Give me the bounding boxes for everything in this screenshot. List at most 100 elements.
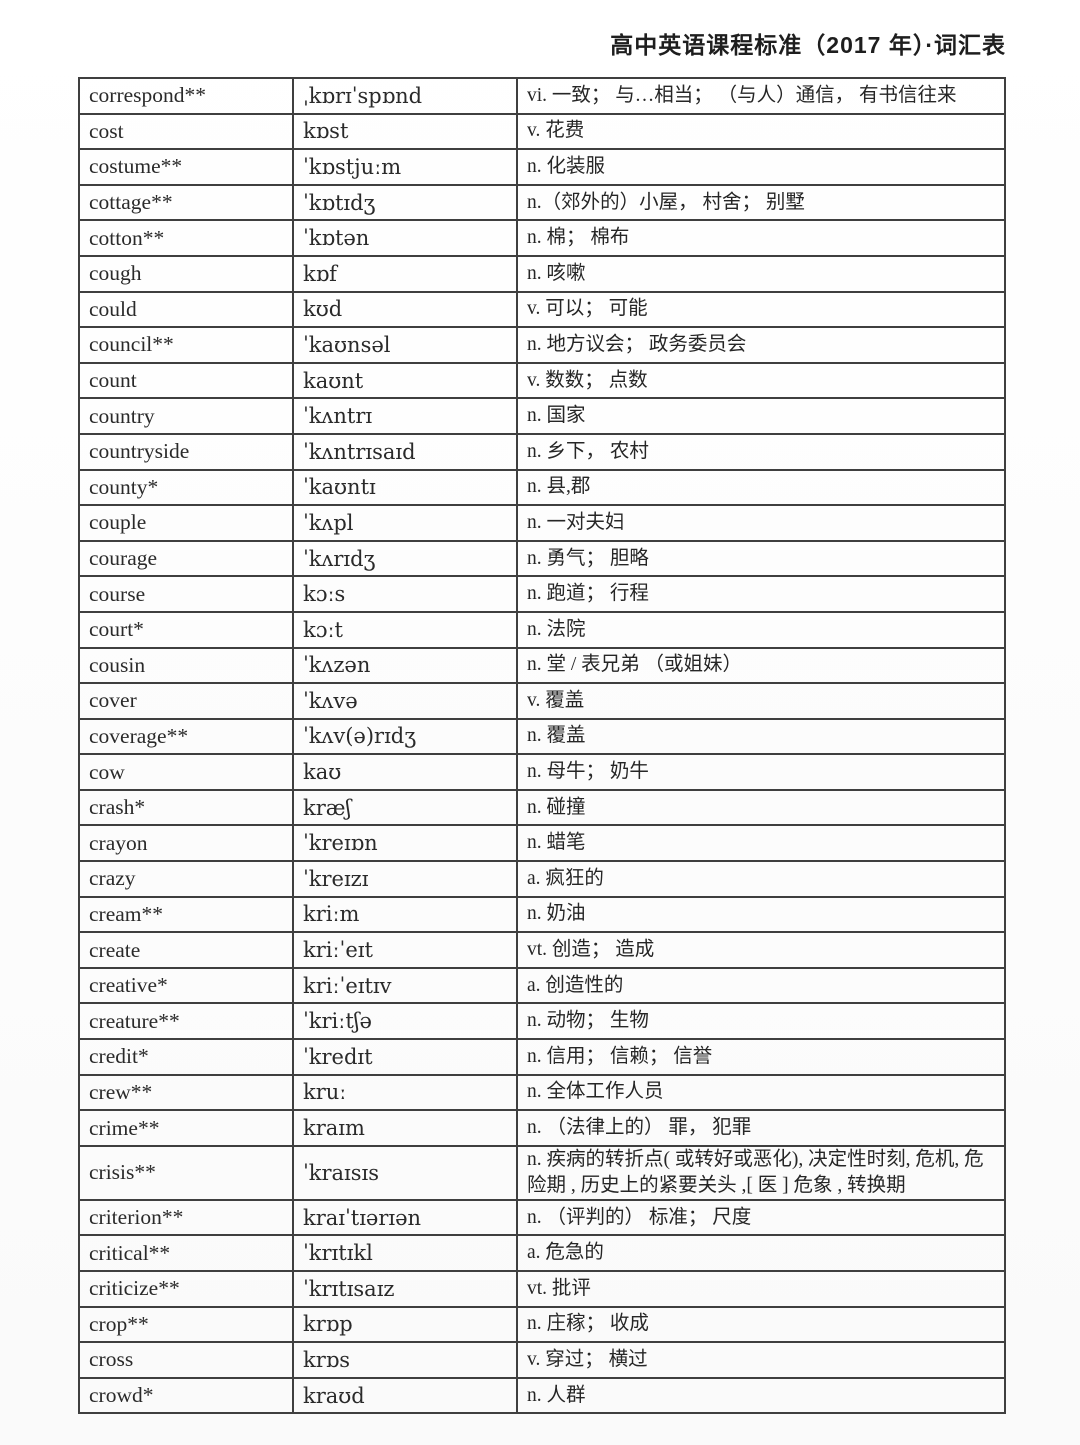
table-row: courage ˈkʌrɪdʒ n. 勇气； 胆略 bbox=[78, 539, 1006, 578]
table-row: crop** krɒp n. 庄稼； 收成 bbox=[78, 1305, 1006, 1344]
word-cell: credit* bbox=[78, 1038, 294, 1076]
word-cell: critical** bbox=[78, 1234, 294, 1272]
phonetic-cell: ˈkʌzən bbox=[292, 646, 518, 685]
definition-cell: n. 棉； 棉布 bbox=[516, 219, 1006, 257]
phonetic-cell: ˈkʌv(ə)rɪdʒ bbox=[292, 717, 518, 756]
definition-cell: n. 化装服 bbox=[516, 148, 1006, 186]
table-row: country ˈkʌntrɪ n. 国家 bbox=[78, 397, 1006, 435]
phonetic-cell: kaʊnt bbox=[292, 361, 518, 400]
word-cell: creature** bbox=[78, 1002, 294, 1041]
definition-cell: n. 咳嗽 bbox=[516, 254, 1006, 293]
table-row: cotton** ˈkɒtən n. 棉； 棉布 bbox=[78, 219, 1006, 257]
word-cell: count bbox=[78, 361, 294, 400]
definition-cell: n. 乡下， 农村 bbox=[516, 432, 1006, 471]
word-cell: cost bbox=[78, 112, 294, 151]
table-row: creature** ˈkriːtʃə n. 动物； 生物 bbox=[78, 1002, 1006, 1041]
phonetic-cell: ˈkʌntrɪsaɪd bbox=[292, 432, 518, 471]
table-row: criticize** ˈkrɪtɪsaɪz vt. 批评 bbox=[78, 1270, 1006, 1308]
word-cell: couple bbox=[78, 504, 294, 542]
definition-cell: n. 跑道； 行程 bbox=[516, 575, 1006, 613]
table-row: cow kaʊ n. 母牛； 奶牛 bbox=[78, 753, 1006, 791]
vocab-table-body: correspond** ˌkɒrɪˈspɒnd vi. 一致； 与…相当； （与人… bbox=[78, 77, 1006, 1415]
definition-cell: n. 碰撞 bbox=[516, 788, 1006, 827]
definition-cell: a. 疯狂的 bbox=[516, 860, 1006, 898]
phonetic-cell: kriːˈeɪt bbox=[292, 931, 518, 969]
table-row: costume** ˈkɒstjuːm n. 化装服 bbox=[78, 148, 1006, 186]
word-cell: crazy bbox=[78, 860, 294, 898]
table-row: cottage** ˈkɒtɪdʒ n.（郊外的）小屋， 村舍； 别墅 bbox=[78, 183, 1006, 222]
definition-cell: n. 法院 bbox=[516, 610, 1006, 649]
table-row: criterion** kraɪˈtɪərɪən n. （评判的） 标准； 尺度 bbox=[78, 1198, 1006, 1237]
definition-cell: n. 母牛； 奶牛 bbox=[516, 753, 1006, 791]
word-cell: create bbox=[78, 931, 294, 969]
phonetic-cell: kraʊd bbox=[292, 1376, 518, 1415]
table-row: crowd* kraʊd n. 人群 bbox=[78, 1376, 1006, 1415]
table-row: crew** kruː n. 全体工作人员 bbox=[78, 1073, 1006, 1112]
phonetic-cell: ˈkʌntrɪ bbox=[292, 397, 518, 435]
word-cell: cross bbox=[78, 1341, 294, 1379]
phonetic-cell: ˈkredɪt bbox=[292, 1038, 518, 1076]
definition-cell: n. 县,郡 bbox=[516, 468, 1006, 507]
definition-cell: n. （评判的） 标准； 尺度 bbox=[516, 1198, 1006, 1237]
word-cell: costume** bbox=[78, 148, 294, 186]
phonetic-cell: ˈkaʊnsəl bbox=[292, 326, 518, 364]
word-cell: cow bbox=[78, 753, 294, 791]
word-cell: course bbox=[78, 575, 294, 613]
table-row: court* kɔːt n. 法院 bbox=[78, 610, 1006, 649]
definition-cell: vt. 创造； 造成 bbox=[516, 931, 1006, 969]
word-cell: crowd* bbox=[78, 1376, 294, 1415]
word-cell: county* bbox=[78, 468, 294, 507]
table-row: coverage** ˈkʌv(ə)rɪdʒ n. 覆盖 bbox=[78, 717, 1006, 756]
phonetic-cell: ˈkʌvə bbox=[292, 682, 518, 720]
word-cell: correspond** bbox=[78, 77, 294, 115]
table-row: cost kɒst v. 花费 bbox=[78, 112, 1006, 151]
table-row: crazy ˈkreɪzɪ a. 疯狂的 bbox=[78, 860, 1006, 898]
phonetic-cell: kraɪm bbox=[292, 1109, 518, 1147]
definition-cell: v. 覆盖 bbox=[516, 682, 1006, 720]
word-cell: crew** bbox=[78, 1073, 294, 1112]
definition-cell: n. 信用； 信赖； 信誉 bbox=[516, 1038, 1006, 1076]
table-row: crisis** ˈkraɪsɪs n. 疾病的转折点( 或转好或恶化), 决定性时… bbox=[78, 1144, 1006, 1201]
definition-cell: n. 人群 bbox=[516, 1376, 1006, 1415]
definition-cell: n. 覆盖 bbox=[516, 717, 1006, 756]
phonetic-cell: kɔːt bbox=[292, 610, 518, 649]
word-cell: council** bbox=[78, 326, 294, 364]
phonetic-cell: ˈkrɪtɪsaɪz bbox=[292, 1270, 518, 1308]
definition-cell: n. 疾病的转折点( 或转好或恶化), 决定性时刻, 危机, 危险期 , 历史上… bbox=[516, 1144, 1006, 1201]
table-row: countryside ˈkʌntrɪsaɪd n. 乡下， 农村 bbox=[78, 432, 1006, 471]
table-row: cough kɒf n. 咳嗽 bbox=[78, 254, 1006, 293]
phonetic-cell: kʊd bbox=[292, 290, 518, 329]
phonetic-cell: ˈkreɪɒn bbox=[292, 824, 518, 863]
phonetic-cell: ˈkʌrɪdʒ bbox=[292, 539, 518, 578]
vocab-table: correspond** ˌkɒrɪˈspɒnd vi. 一致； 与…相当； （与人… bbox=[78, 77, 1006, 1415]
table-row: cousin ˈkʌzən n. 堂 / 表兄弟 （或姐妹） bbox=[78, 646, 1006, 685]
phonetic-cell: kræʃ bbox=[292, 788, 518, 827]
definition-cell: a. 危急的 bbox=[516, 1234, 1006, 1272]
table-row: crime** kraɪm n. （法律上的） 罪， 犯罪 bbox=[78, 1109, 1006, 1147]
phonetic-cell: kriːˈeɪtɪv bbox=[292, 966, 518, 1005]
word-cell: coverage** bbox=[78, 717, 294, 756]
word-cell: cover bbox=[78, 682, 294, 720]
definition-cell: n. 国家 bbox=[516, 397, 1006, 435]
page-header: 高中英语课程标准（2017 年）·词汇表 bbox=[0, 26, 1006, 60]
table-row: crash* kræʃ n. 碰撞 bbox=[78, 788, 1006, 827]
definition-cell: v. 花费 bbox=[516, 112, 1006, 151]
word-cell: country bbox=[78, 397, 294, 435]
definition-cell: n. 勇气； 胆略 bbox=[516, 539, 1006, 578]
phonetic-cell: ˈkɒtən bbox=[292, 219, 518, 257]
phonetic-cell: kaʊ bbox=[292, 753, 518, 791]
word-cell: crisis** bbox=[78, 1144, 294, 1201]
definition-cell: v. 穿过； 横过 bbox=[516, 1341, 1006, 1379]
table-row: cream** kriːm n. 奶油 bbox=[78, 895, 1006, 934]
definition-cell: n. 全体工作人员 bbox=[516, 1073, 1006, 1112]
definition-cell: n. 奶油 bbox=[516, 895, 1006, 934]
word-cell: crash* bbox=[78, 788, 294, 827]
definition-cell: n. 动物； 生物 bbox=[516, 1002, 1006, 1041]
definition-cell: n. （法律上的） 罪， 犯罪 bbox=[516, 1109, 1006, 1147]
word-cell: criterion** bbox=[78, 1198, 294, 1237]
word-cell: crop** bbox=[78, 1305, 294, 1344]
word-cell: cream** bbox=[78, 895, 294, 934]
definition-cell: v. 数数； 点数 bbox=[516, 361, 1006, 400]
definition-cell: n. 地方议会； 政务委员会 bbox=[516, 326, 1006, 364]
